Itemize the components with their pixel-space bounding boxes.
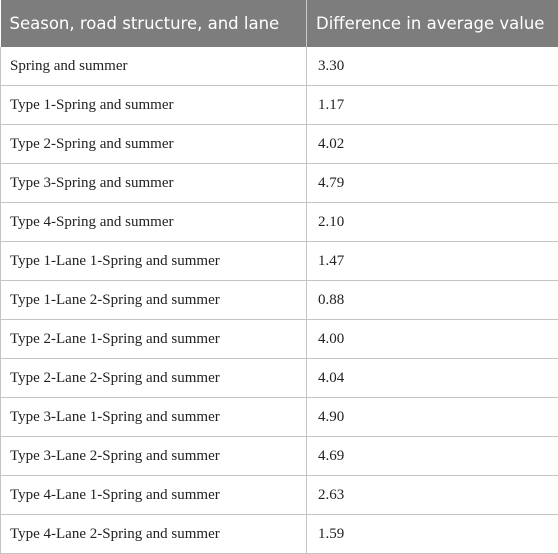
row-value: 4.79 [307,164,558,203]
table-row: Type 2-Lane 2-Spring and summer 4.04 [1,359,558,398]
table-row: Type 1-Lane 2-Spring and summer 0.88 [1,281,558,320]
row-value: 1.59 [307,515,558,554]
row-label: Type 3-Spring and summer [1,164,307,203]
row-label: Type 4-Lane 2-Spring and summer [1,515,307,554]
table-row: Type 3-Spring and summer 4.79 [1,164,558,203]
table-row: Type 3-Lane 1-Spring and summer 4.90 [1,398,558,437]
row-label: Spring and summer [1,47,307,86]
table-row: Type 1-Lane 1-Spring and summer 1.47 [1,242,558,281]
table-row: Type 4-Lane 2-Spring and summer 1.59 [1,515,558,554]
row-value: 4.00 [307,320,558,359]
table-row: Type 2-Lane 1-Spring and summer 4.00 [1,320,558,359]
row-value: 2.10 [307,203,558,242]
table-row: Type 2-Spring and summer 4.02 [1,125,558,164]
table-row: Type 1-Spring and summer 1.17 [1,86,558,125]
row-label: Type 3-Lane 1-Spring and summer [1,398,307,437]
row-label: Type 4-Lane 1-Spring and summer [1,476,307,515]
row-value: 4.04 [307,359,558,398]
row-value: 0.88 [307,281,558,320]
row-value: 1.47 [307,242,558,281]
table-row: Type 3-Lane 2-Spring and summer 4.69 [1,437,558,476]
row-label: Type 1-Spring and summer [1,86,307,125]
table-row: Type 4-Lane 1-Spring and summer 2.63 [1,476,558,515]
row-value: 3.30 [307,47,558,86]
row-label: Type 2-Lane 2-Spring and summer [1,359,307,398]
row-label: Type 4-Spring and summer [1,203,307,242]
row-value: 4.02 [307,125,558,164]
row-label: Type 1-Lane 2-Spring and summer [1,281,307,320]
row-value: 2.63 [307,476,558,515]
column-header-category: Season, road structure, and lane [1,0,307,47]
row-value: 1.17 [307,86,558,125]
row-label: Type 2-Lane 1-Spring and summer [1,320,307,359]
row-label: Type 2-Spring and summer [1,125,307,164]
row-label: Type 3-Lane 2-Spring and summer [1,437,307,476]
column-header-difference: Difference in average value [307,0,558,47]
header-row: Season, road structure, and lane Differe… [1,0,558,47]
row-label: Type 1-Lane 1-Spring and summer [1,242,307,281]
row-value: 4.69 [307,437,558,476]
row-value: 4.90 [307,398,558,437]
table-row: Spring and summer 3.30 [1,47,558,86]
table-row: Type 4-Spring and summer 2.10 [1,203,558,242]
